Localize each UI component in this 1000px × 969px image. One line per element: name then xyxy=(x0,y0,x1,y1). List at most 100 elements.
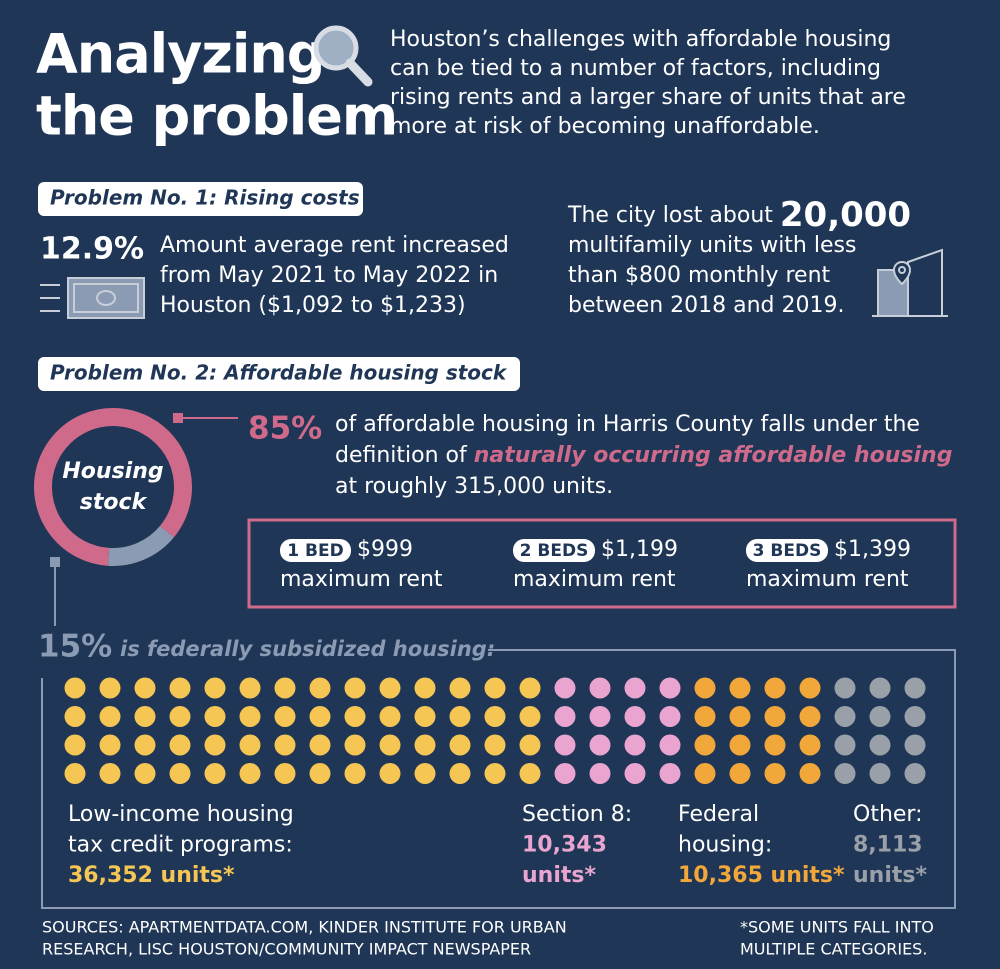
group-name: Federal xyxy=(678,802,759,827)
bed-pill xyxy=(280,539,351,562)
dot xyxy=(274,706,296,727)
dot xyxy=(484,763,506,784)
donut-label: Housing xyxy=(62,459,163,484)
dot xyxy=(519,677,541,699)
dot xyxy=(99,763,121,784)
intro-line: more at risk of becoming unaffordable. xyxy=(390,114,820,139)
dot xyxy=(169,734,191,756)
connector xyxy=(173,413,183,423)
dot-group xyxy=(694,677,821,784)
dot xyxy=(659,706,681,727)
connector xyxy=(50,557,60,567)
bed-pill xyxy=(746,539,828,562)
percent: 85% xyxy=(248,411,322,447)
dot xyxy=(869,763,891,784)
stat-line: multifamily units with less xyxy=(568,233,856,258)
dot xyxy=(554,706,576,727)
dot xyxy=(414,763,436,784)
dot-group xyxy=(554,677,681,784)
dot xyxy=(764,763,786,784)
dot xyxy=(379,706,401,727)
dot-group xyxy=(64,677,541,784)
dot xyxy=(99,706,121,727)
dot xyxy=(344,706,366,727)
dot xyxy=(904,763,926,784)
stat-line: between 2018 and 2019. xyxy=(568,293,844,318)
dot xyxy=(869,734,891,756)
sources: RESEARCH, LISC HOUSTON/COMMUNITY IMPACT … xyxy=(42,940,531,959)
dot xyxy=(484,677,506,699)
price: $999 xyxy=(357,537,413,562)
dot xyxy=(589,706,611,727)
dot xyxy=(834,734,856,756)
group-value: 36,352 units* xyxy=(68,863,235,888)
dot xyxy=(134,706,156,727)
building-icon xyxy=(872,248,948,317)
dot xyxy=(379,734,401,756)
dot xyxy=(729,734,751,756)
rent-box xyxy=(247,518,957,609)
dot xyxy=(134,734,156,756)
dot xyxy=(764,706,786,727)
dot xyxy=(99,677,121,699)
dot xyxy=(799,763,821,784)
dot xyxy=(239,706,261,727)
lead: The city lost about 20,000 xyxy=(567,195,911,235)
group-name: tax credit programs: xyxy=(68,833,293,858)
group-value: 10,365 units* xyxy=(678,863,845,888)
dot xyxy=(309,706,331,727)
bed-label: 1 BED xyxy=(287,541,343,561)
dot xyxy=(764,734,786,756)
dot xyxy=(694,706,716,727)
intro-line: Houston’s challenges with affordable hou… xyxy=(390,27,891,52)
label: Problem No. 1: Rising costs xyxy=(50,186,360,210)
dot xyxy=(624,706,646,727)
footnote: MULTIPLE CATEGORIES. xyxy=(740,940,927,959)
naoh-line: at roughly 315,000 units. xyxy=(335,474,613,499)
magnifier-icon xyxy=(313,25,373,87)
dot xyxy=(204,734,226,756)
stat-line: Amount average rent increased xyxy=(160,233,509,258)
percent: 15% xyxy=(38,629,112,665)
dot xyxy=(519,763,541,784)
dot xyxy=(239,677,261,699)
dot xyxy=(169,677,191,699)
label-box xyxy=(38,357,520,391)
donut-label: stock xyxy=(80,490,148,515)
dot xyxy=(519,706,541,727)
dot xyxy=(904,706,926,727)
dot xyxy=(519,734,541,756)
dot xyxy=(239,763,261,784)
dot xyxy=(589,763,611,784)
label: Problem No. 2: Affordable housing stock xyxy=(50,361,508,385)
price-note: maximum rent xyxy=(280,567,443,592)
dot xyxy=(554,734,576,756)
group-value: 10,343 xyxy=(522,833,607,858)
dot xyxy=(799,734,821,756)
group-value: 8,113 xyxy=(853,833,923,858)
label-box xyxy=(38,182,363,216)
dot xyxy=(659,677,681,699)
group-name: Section 8: xyxy=(522,802,632,827)
dot xyxy=(729,706,751,727)
price-note: maximum rent xyxy=(513,567,676,592)
dot xyxy=(834,763,856,784)
dot xyxy=(239,734,261,756)
dot xyxy=(484,734,506,756)
price: $1,399 xyxy=(834,537,911,562)
dot xyxy=(449,734,471,756)
dot xyxy=(344,734,366,756)
dot xyxy=(274,734,296,756)
group-name: Other: xyxy=(853,802,923,827)
dot xyxy=(589,734,611,756)
dot xyxy=(414,734,436,756)
dot xyxy=(309,763,331,784)
dot xyxy=(834,706,856,727)
price: $1,199 xyxy=(601,537,678,562)
dot xyxy=(449,763,471,784)
group-value: units* xyxy=(853,863,927,888)
sources: SOURCES: APARTMENTDATA.COM, KINDER INSTI… xyxy=(42,918,567,937)
dot xyxy=(904,677,926,699)
dot xyxy=(64,734,86,756)
